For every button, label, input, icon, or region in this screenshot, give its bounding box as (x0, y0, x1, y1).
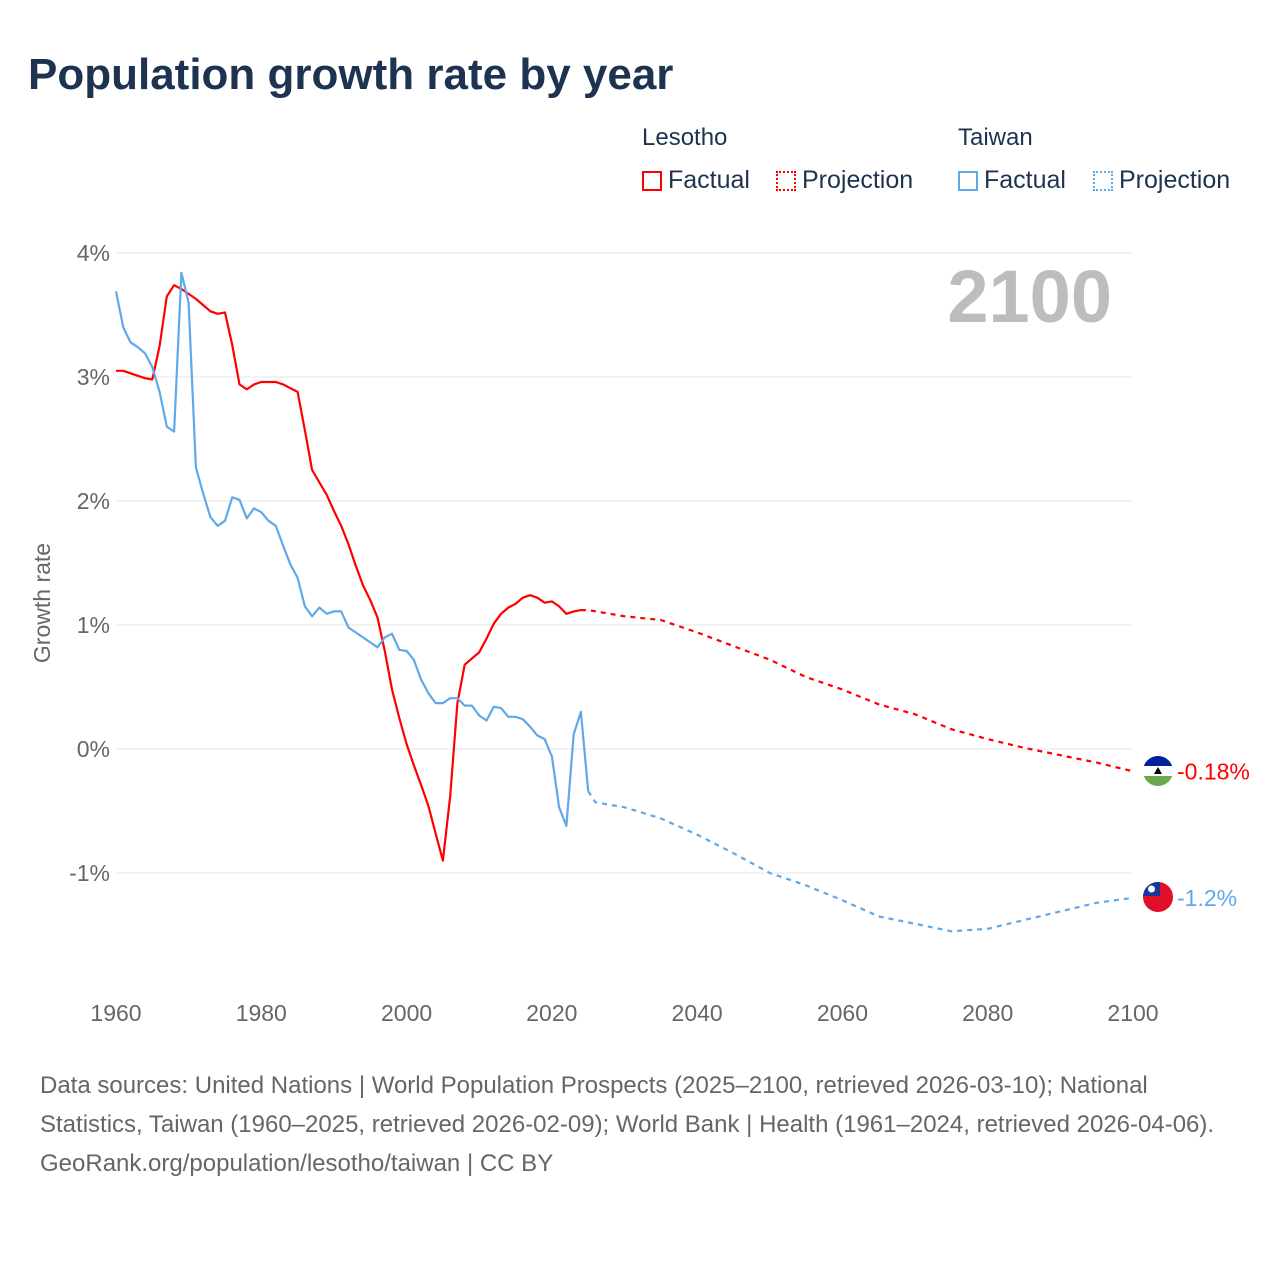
legend-label: Projection (802, 166, 914, 194)
legend-taiwan-projection[interactable]: Projection (1093, 166, 1230, 195)
line-chart: 4% 3% 2% 1% 0% -1% 1960 1980 2000 2020 2040 2060 208… (29, 240, 1250, 1026)
taiwan-factual-line (114, 271, 590, 828)
lesotho-factual-line (116, 284, 582, 862)
legend-group-taiwan: Taiwan (958, 124, 1033, 151)
lesotho-flag-icon (1143, 756, 1173, 786)
legend-label: Factual (668, 166, 750, 194)
x-tick-label: 1980 (236, 1000, 287, 1026)
legend-swatch-solid-red (642, 170, 662, 191)
y-tick-label: -1% (69, 860, 110, 886)
y-tick-label: 1% (77, 612, 110, 638)
legend-group-lesotho: Lesotho (642, 124, 728, 151)
lesotho-end-label: -0.18% (1177, 758, 1250, 784)
attribution-link[interactable]: GeoRank.org/population/lesotho/taiwan | … (40, 1150, 554, 1177)
taiwan-flag-icon (1143, 882, 1173, 912)
y-tick-label: 3% (77, 364, 110, 390)
y-tick-label: 0% (77, 736, 110, 762)
data-sources: Data sources: United Nations | World Pop… (40, 1072, 1215, 1138)
x-tick-label: 2040 (672, 1000, 723, 1026)
x-tick-label: 2100 (1107, 1000, 1158, 1026)
x-tick-label: 2080 (962, 1000, 1013, 1026)
lesotho-projection-line (580, 608, 1134, 773)
taiwan-projection-line (587, 790, 1134, 933)
y-tick-label: 4% (77, 240, 110, 266)
y-tick-label: 2% (77, 488, 110, 514)
legend-swatch-solid-blue (958, 170, 978, 191)
legend-label: Factual (984, 166, 1066, 194)
y-axis-label: Growth rate (29, 543, 55, 663)
x-tick-label: 2060 (817, 1000, 868, 1026)
year-label: 2100 (947, 255, 1112, 338)
legend-swatch-dotted-blue (1093, 170, 1113, 191)
legend-swatch-dotted-red (776, 170, 796, 191)
legend-lesotho-projection[interactable]: Projection (776, 166, 913, 195)
x-tick-label: 2000 (381, 1000, 432, 1026)
x-tick-label: 2020 (526, 1000, 577, 1026)
chart-title: Population growth rate by year (28, 50, 674, 99)
x-tick-label: 1960 (90, 1000, 141, 1026)
legend-lesotho-factual[interactable]: Factual (642, 166, 750, 195)
legend-taiwan-factual[interactable]: Factual (958, 166, 1066, 195)
legend-label: Projection (1119, 166, 1231, 194)
footer: Data sources: United Nations | World Pop… (40, 1066, 1250, 1183)
taiwan-end-label: -1.2% (1177, 885, 1237, 911)
